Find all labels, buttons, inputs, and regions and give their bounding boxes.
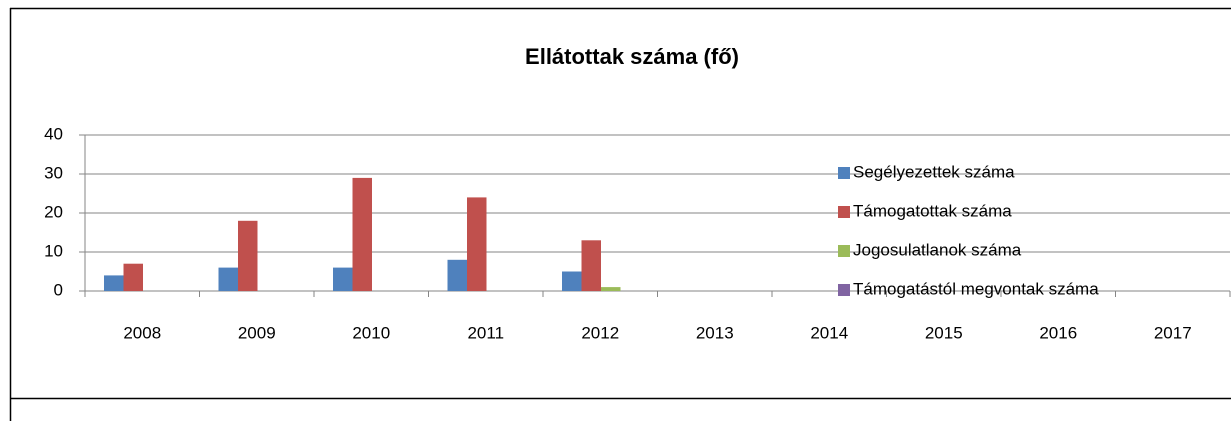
bar xyxy=(238,220,258,291)
y-tick-label: 0 xyxy=(54,280,63,299)
y-tick-label: 40 xyxy=(44,124,63,143)
bar xyxy=(352,177,372,291)
y-tick-label: 10 xyxy=(44,241,63,260)
legend-label: Jogosulatlanok száma xyxy=(853,240,1022,259)
bar xyxy=(447,259,467,291)
x-tick-label: 2014 xyxy=(810,323,848,342)
chart-title: Ellátottak száma (fő) xyxy=(525,44,739,69)
legend-label: Támogatottak száma xyxy=(853,201,1012,220)
bar xyxy=(562,271,582,291)
x-tick-label: 2016 xyxy=(1039,323,1077,342)
y-tick-label: 30 xyxy=(44,163,63,182)
legend-swatch xyxy=(838,167,850,179)
x-tick-label: 2015 xyxy=(925,323,963,342)
legend-swatch xyxy=(838,245,850,257)
legend-label: Segélyezettek száma xyxy=(853,162,1015,181)
x-tick-label: 2013 xyxy=(696,323,734,342)
x-tick-label: 2017 xyxy=(1154,323,1192,342)
legend-label: Támogatástól megvontak száma xyxy=(853,279,1099,298)
bar xyxy=(601,287,621,291)
x-tick-label: 2009 xyxy=(238,323,276,342)
bar xyxy=(104,275,124,291)
bar xyxy=(123,263,143,291)
legend-swatch xyxy=(838,284,850,296)
bar xyxy=(467,197,487,291)
bar xyxy=(218,267,238,291)
x-tick-label: 2011 xyxy=(467,323,504,342)
x-tick-label: 2010 xyxy=(352,323,390,342)
legend-swatch xyxy=(838,206,850,218)
bar xyxy=(333,267,353,291)
x-tick-label: 2008 xyxy=(123,323,161,342)
y-tick-label: 20 xyxy=(44,202,63,221)
x-tick-label: 2012 xyxy=(581,323,619,342)
bar xyxy=(581,240,601,291)
